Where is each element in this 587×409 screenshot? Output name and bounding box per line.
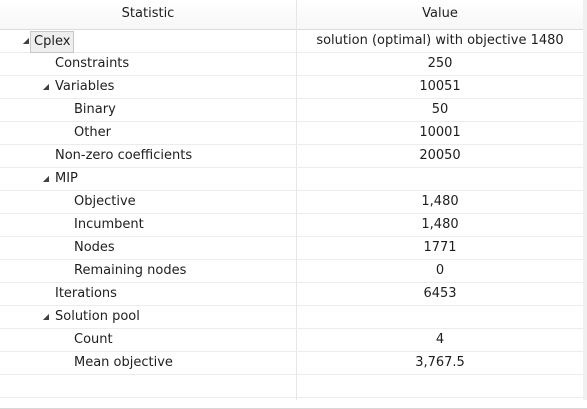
table-row[interactable]: ◢ Variables 10051 bbox=[0, 76, 583, 99]
value-cell: 20050 bbox=[419, 148, 461, 163]
statistic-cell: Constraints bbox=[0, 53, 296, 75]
table-row[interactable]: Objective 1,480 bbox=[0, 191, 583, 214]
statistic-label: Constraints bbox=[55, 56, 130, 71]
statistic-label: Non-zero coefficients bbox=[55, 148, 193, 163]
column-header-value[interactable]: Value bbox=[422, 6, 458, 21]
table-row[interactable]: Nodes 1771 bbox=[0, 237, 583, 260]
statistic-cell: Count bbox=[0, 329, 296, 351]
statistic-cell: Other bbox=[0, 122, 296, 144]
column-divider[interactable] bbox=[296, 0, 297, 400]
table-row[interactable]: Non-zero coefficients 20050 bbox=[0, 145, 583, 168]
value-cell: 6453 bbox=[423, 286, 457, 301]
expand-toggle-icon[interactable]: ◢ bbox=[22, 36, 30, 45]
statistic-label: Other bbox=[74, 125, 111, 140]
value-cell: 1771 bbox=[423, 240, 457, 255]
table-row[interactable]: Count 4 bbox=[0, 329, 583, 352]
table-row[interactable]: Mean objective 3,767.5 bbox=[0, 352, 583, 375]
value-cell: 1,480 bbox=[421, 194, 459, 209]
value-cell bbox=[297, 306, 583, 328]
statistic-label: Nodes bbox=[74, 240, 115, 255]
value-cell: 3,767.5 bbox=[415, 355, 465, 370]
statistic-cell: Incumbent bbox=[0, 214, 296, 236]
statistic-cell: ◢ Cplex bbox=[0, 30, 296, 53]
statistic-label: Remaining nodes bbox=[74, 263, 187, 278]
statistic-cell: Mean objective bbox=[0, 352, 296, 374]
statistic-label: Incumbent bbox=[74, 217, 144, 232]
table-row[interactable]: Remaining nodes 0 bbox=[0, 260, 583, 283]
statistic-cell: Nodes bbox=[0, 237, 296, 259]
value-cell: 50 bbox=[431, 102, 449, 117]
expand-toggle-icon[interactable]: ◢ bbox=[42, 312, 50, 321]
value-cell bbox=[297, 168, 583, 190]
statistic-cell: ◢ MIP bbox=[0, 168, 296, 190]
table-row[interactable]: ◢ MIP bbox=[0, 168, 583, 191]
statistic-label: Count bbox=[74, 332, 113, 347]
statistic-cell: ◢ Solution pool bbox=[0, 306, 296, 328]
statistic-cell: Binary bbox=[0, 99, 296, 121]
value-cell: solution (optimal) with objective 1480 bbox=[316, 33, 564, 48]
statistic-cell: Non-zero coefficients bbox=[0, 145, 296, 167]
value-cell: 1,480 bbox=[421, 217, 459, 232]
statistic-label: Mean objective bbox=[74, 355, 173, 370]
table-row[interactable]: Incumbent 1,480 bbox=[0, 214, 583, 237]
statistic-label: MIP bbox=[55, 171, 78, 186]
value-cell: 10051 bbox=[419, 79, 461, 94]
statistic-label: Variables bbox=[55, 79, 115, 94]
statistic-cell: Remaining nodes bbox=[0, 260, 296, 282]
value-cell: 0 bbox=[435, 263, 445, 278]
statistic-cell: ◢ Variables bbox=[0, 76, 296, 98]
table-row[interactable]: Binary 50 bbox=[0, 99, 583, 122]
table-row[interactable]: ◢ Cplex solution (optimal) with objective … bbox=[0, 30, 583, 53]
value-cell: 250 bbox=[427, 56, 453, 71]
column-header-statistic[interactable]: Statistic bbox=[121, 6, 175, 21]
table-row[interactable]: ◢ Solution pool bbox=[0, 306, 583, 329]
table-row[interactable]: Other 10001 bbox=[0, 122, 583, 145]
table-row[interactable]: Constraints 250 bbox=[0, 53, 583, 76]
statistic-cell: Iterations bbox=[0, 283, 296, 305]
value-cell: 4 bbox=[435, 332, 445, 347]
table-row[interactable] bbox=[0, 375, 583, 398]
statistic-label: Solution pool bbox=[55, 309, 140, 324]
vertical-scrollbar-edge[interactable] bbox=[583, 0, 587, 400]
expand-toggle-icon[interactable]: ◢ bbox=[42, 174, 50, 183]
expand-toggle-icon[interactable]: ◢ bbox=[42, 82, 50, 91]
statistic-label: Iterations bbox=[55, 286, 117, 301]
value-cell: 10001 bbox=[419, 125, 461, 140]
statistic-label: Cplex bbox=[30, 31, 75, 53]
statistic-label: Objective bbox=[74, 194, 136, 209]
statistic-cell bbox=[0, 375, 296, 397]
table-header: Statistic Value bbox=[0, 0, 587, 30]
statistic-label: Binary bbox=[74, 102, 116, 117]
statistic-cell: Objective bbox=[0, 191, 296, 213]
table-row[interactable]: Iterations 6453 bbox=[0, 283, 583, 306]
value-cell bbox=[297, 375, 583, 397]
table-body: ◢ Cplex solution (optimal) with objective … bbox=[0, 30, 583, 398]
